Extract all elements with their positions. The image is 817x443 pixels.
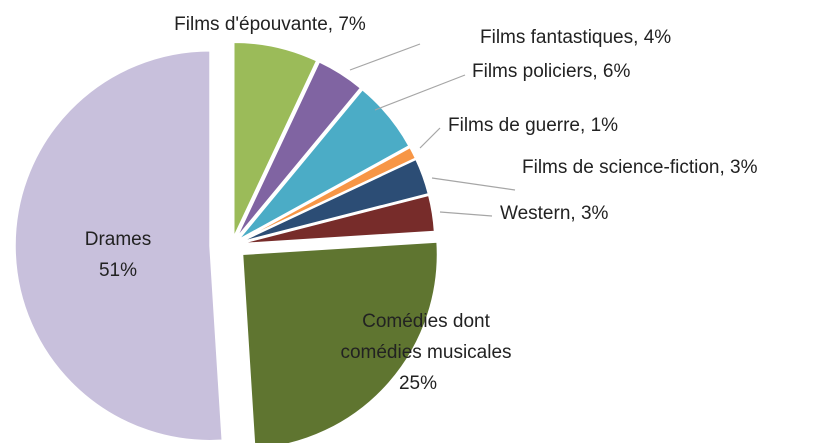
category-label: Films d'épouvante (174, 14, 328, 35)
leader-line (439, 211, 493, 217)
slice-label: Western, 3% (500, 203, 609, 224)
leader-line (374, 74, 466, 111)
pie-slice (238, 146, 417, 243)
slice-label: Films de science-fiction, 3% (522, 157, 758, 178)
pie-slice (235, 60, 362, 239)
category-line: Comédies dont (362, 311, 491, 332)
slice-label: Films fantastiques, 4% (480, 27, 671, 48)
slice-label: Films de guerre, 1% (448, 115, 618, 136)
value-label: 7% (338, 14, 366, 35)
leader-line (419, 127, 441, 149)
value-label: 3% (730, 157, 758, 178)
value-label: 4% (644, 27, 672, 48)
separator: , (592, 61, 603, 82)
category-label: Films fantastiques (480, 27, 633, 48)
category-line: comédies musicales (340, 342, 511, 363)
pie-slice (237, 88, 411, 241)
category-line: Drames (85, 229, 152, 250)
value-label: 51% (99, 260, 137, 281)
separator: , (328, 14, 339, 35)
pie-slice (241, 241, 439, 443)
value-label: 6% (603, 61, 631, 82)
slice-label: Films policiers, 6% (472, 61, 630, 82)
separator: , (719, 157, 730, 178)
value-label: 25% (399, 373, 437, 394)
pie-slice (239, 194, 436, 245)
category-label: Western (500, 203, 570, 224)
category-label: Films de science-fiction (522, 157, 719, 178)
leader-line (349, 43, 421, 71)
separator: , (633, 27, 644, 48)
value-label: 3% (581, 203, 609, 224)
category-label: Films policiers (472, 61, 592, 82)
pie-slice (232, 41, 318, 238)
slice-label: Comédies dont comédies musicales 25% (340, 311, 511, 394)
pie-slice (14, 49, 224, 442)
value-label: 1% (591, 115, 619, 136)
slice-label: Films d'épouvante, 7% (174, 14, 366, 35)
category-label: Films de guerre (448, 115, 580, 136)
category-label: Drames (85, 229, 152, 250)
leader-line (431, 177, 516, 191)
separator: , (580, 115, 591, 136)
category-label: Comédies dont comédies musicales (340, 311, 511, 363)
separator: , (570, 203, 581, 224)
pie-slice (239, 158, 430, 244)
slice-label: Drames 51% (85, 229, 152, 281)
